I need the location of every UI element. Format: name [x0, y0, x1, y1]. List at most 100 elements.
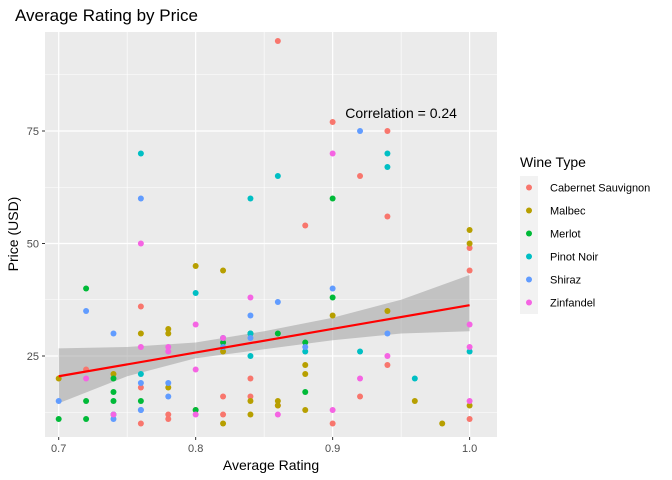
major-gridlines	[45, 32, 497, 437]
y-tick-label: 50	[27, 239, 39, 251]
point-malbec	[466, 227, 473, 233]
point-pinot-noir	[384, 164, 391, 170]
x-tick-label: 0.8	[188, 443, 203, 455]
point-merlot	[274, 330, 281, 337]
point-shiraz	[165, 393, 172, 400]
point-pinot-noir	[247, 330, 254, 337]
point-zinfandel	[384, 353, 391, 359]
point-malbec	[302, 362, 309, 368]
point-shiraz	[247, 335, 254, 341]
point-malbec	[384, 308, 391, 314]
legend-label-merlot: Merlot	[550, 229, 581, 241]
point-cabernet-sauvignon	[137, 384, 144, 391]
point-merlot	[192, 407, 199, 413]
point-zinfandel	[192, 366, 199, 373]
point-shiraz	[110, 416, 117, 422]
point-shiraz	[137, 407, 144, 413]
point-malbec	[329, 312, 336, 319]
point-shiraz	[83, 308, 90, 314]
point-cabernet-sauvignon	[137, 420, 144, 427]
legend-label-malbec: Malbec	[550, 206, 586, 218]
point-shiraz	[384, 330, 391, 337]
point-malbec	[165, 384, 172, 391]
correlation-annotation: Correlation = 0.24	[345, 105, 457, 121]
point-merlot	[110, 375, 117, 382]
point-cabernet-sauvignon	[274, 38, 281, 44]
point-cabernet-sauvignon	[329, 420, 336, 427]
point-zinfandel	[165, 348, 172, 355]
y-axis-title: Price (USD)	[5, 197, 21, 272]
point-malbec	[247, 398, 254, 404]
point-merlot	[137, 398, 144, 404]
x-tick-label: 0.9	[325, 443, 340, 455]
point-cabernet-sauvignon	[165, 416, 172, 422]
point-malbec	[110, 371, 117, 377]
point-cabernet-sauvignon	[466, 267, 473, 274]
point-malbec	[165, 330, 172, 337]
point-zinfandel	[329, 150, 336, 157]
point-zinfandel	[274, 411, 281, 418]
point-malbec	[220, 420, 227, 427]
x-axis-ticks: 0.7 0.8 0.9 1.0	[51, 437, 477, 455]
point-cabernet-sauvignon	[384, 362, 391, 368]
point-pinot-noir	[137, 371, 144, 377]
point-shiraz	[247, 312, 254, 319]
legend-label-cabernet-sauvignon: Cabernet Sauvignon	[550, 183, 650, 195]
point-zinfandel	[137, 344, 144, 350]
y-axis-ticks: 25 50 75	[27, 126, 45, 363]
point-shiraz	[110, 330, 117, 337]
point-zinfandel	[192, 411, 199, 418]
legend-key-malbec	[526, 207, 532, 214]
legend-key-merlot	[526, 230, 532, 237]
point-merlot	[55, 416, 62, 422]
point-merlot	[110, 389, 117, 395]
point-zinfandel	[466, 344, 473, 350]
point-merlot	[83, 416, 90, 422]
point-malbec	[411, 398, 418, 404]
point-zinfandel	[466, 321, 473, 328]
point-merlot	[83, 398, 90, 404]
point-zinfandel	[165, 344, 172, 350]
confidence-band-area	[58, 275, 470, 404]
point-cabernet-sauvignon	[384, 213, 391, 220]
legend-title: Wine Type	[520, 154, 586, 170]
point-zinfandel	[137, 240, 144, 247]
point-malbec	[274, 402, 281, 409]
point-malbec	[274, 398, 281, 404]
point-cabernet-sauvignon	[357, 393, 364, 400]
legend-key-shiraz	[526, 276, 532, 283]
point-malbec	[466, 240, 473, 247]
legend-key-background	[520, 176, 538, 314]
point-malbec	[247, 411, 254, 418]
point-zinfandel	[83, 375, 90, 382]
y-tick-label: 75	[27, 126, 39, 138]
point-merlot	[329, 294, 336, 301]
point-cabernet-sauvignon	[302, 222, 309, 229]
point-cabernet-sauvignon	[220, 393, 227, 400]
point-cabernet-sauvignon	[466, 245, 473, 251]
confidence-band	[58, 275, 470, 404]
point-shiraz	[329, 285, 336, 292]
point-merlot	[302, 389, 309, 395]
point-pinot-noir	[247, 353, 254, 359]
data-points	[55, 38, 473, 427]
x-axis-title: Average Rating	[223, 457, 319, 473]
point-cabernet-sauvignon	[384, 128, 391, 134]
legend: Wine Type Cabernet Sauvignon Malbec Merlot…	[520, 154, 650, 314]
point-cabernet-sauvignon	[165, 411, 172, 418]
trend-line	[58, 304, 470, 378]
point-shiraz	[302, 344, 309, 350]
legend-key-cabernet-sauvignon	[526, 184, 532, 191]
point-merlot	[110, 398, 117, 404]
legend-label-shiraz: Shiraz	[550, 275, 581, 287]
chart-title: Average Rating by Price	[15, 6, 198, 25]
point-pinot-noir	[137, 150, 144, 157]
x-tick-label: 1.0	[462, 443, 477, 455]
point-malbec	[165, 326, 172, 332]
point-malbec	[137, 330, 144, 337]
x-tick-label: 0.7	[51, 443, 66, 455]
point-malbec	[302, 371, 309, 377]
point-pinot-noir	[302, 348, 309, 355]
point-cabernet-sauvignon	[137, 303, 144, 310]
